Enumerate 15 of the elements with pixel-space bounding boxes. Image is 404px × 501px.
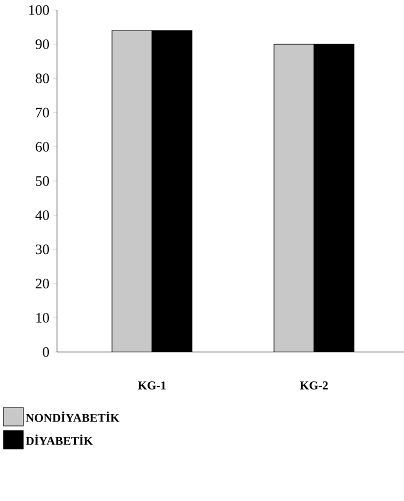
- y-tick-label: 90: [36, 39, 49, 50]
- y-tick-label: 60: [36, 142, 49, 152]
- y-tick-label: 20: [36, 278, 49, 288]
- legend-label: DİYABETİK: [26, 434, 93, 445]
- y-tick-label: 10: [36, 312, 49, 323]
- y-tick-label: 100: [29, 5, 49, 15]
- y-tick-label: 0: [42, 347, 49, 357]
- y-tick-label: 30: [36, 244, 49, 254]
- y-tick-label: 40: [35, 210, 49, 220]
- y-tick-label: 70: [36, 108, 49, 118]
- y-tick-label: 50: [36, 176, 49, 186]
- legend-label: NONDİYABETİK: [26, 412, 120, 422]
- x-tick-label: KG-2: [300, 381, 328, 390]
- y-tick-label: 80: [36, 74, 49, 84]
- x-tick-label: KG-1: [138, 381, 166, 390]
